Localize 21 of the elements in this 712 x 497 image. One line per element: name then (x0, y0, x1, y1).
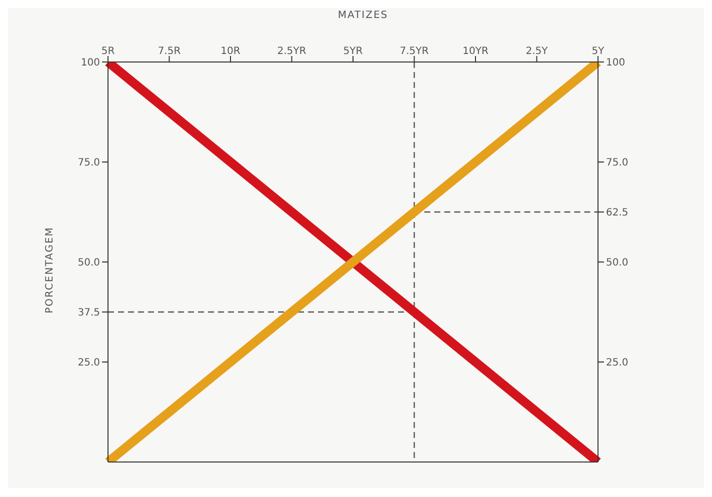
x-tick-label: 7.5YR (400, 46, 429, 57)
x-tick-label: 5R (101, 46, 115, 57)
x-tick-label: 10YR (462, 46, 488, 57)
x-tick-label: 5Y (592, 46, 606, 57)
y-tick-label: 100 (80, 58, 100, 69)
x-tick-label: 7.5R (158, 46, 181, 57)
y-tick-label: 50.0 (78, 258, 100, 269)
y2-tick-label: 50.0 (606, 258, 628, 269)
y2-tick-label: 62.5 (606, 208, 628, 219)
y-tick-label: 75.0 (78, 158, 100, 169)
y-tick-label: 25.0 (78, 358, 100, 369)
y-axis-title: PORCENTAGEM (44, 226, 56, 314)
x-tick-label: 10R (220, 46, 240, 57)
y2-tick-label: 75.0 (606, 158, 628, 169)
y-tick-label: 37.5 (78, 308, 100, 319)
x-tick-label: 5YR (343, 46, 363, 57)
y2-tick-label: 100 (606, 58, 626, 69)
y2-tick-label: 25.0 (606, 358, 628, 369)
x-tick-label: 2.5Y (526, 46, 549, 57)
x-axis-title: MATIZES (336, 10, 390, 21)
x-tick-label: 2.5YR (277, 46, 306, 57)
